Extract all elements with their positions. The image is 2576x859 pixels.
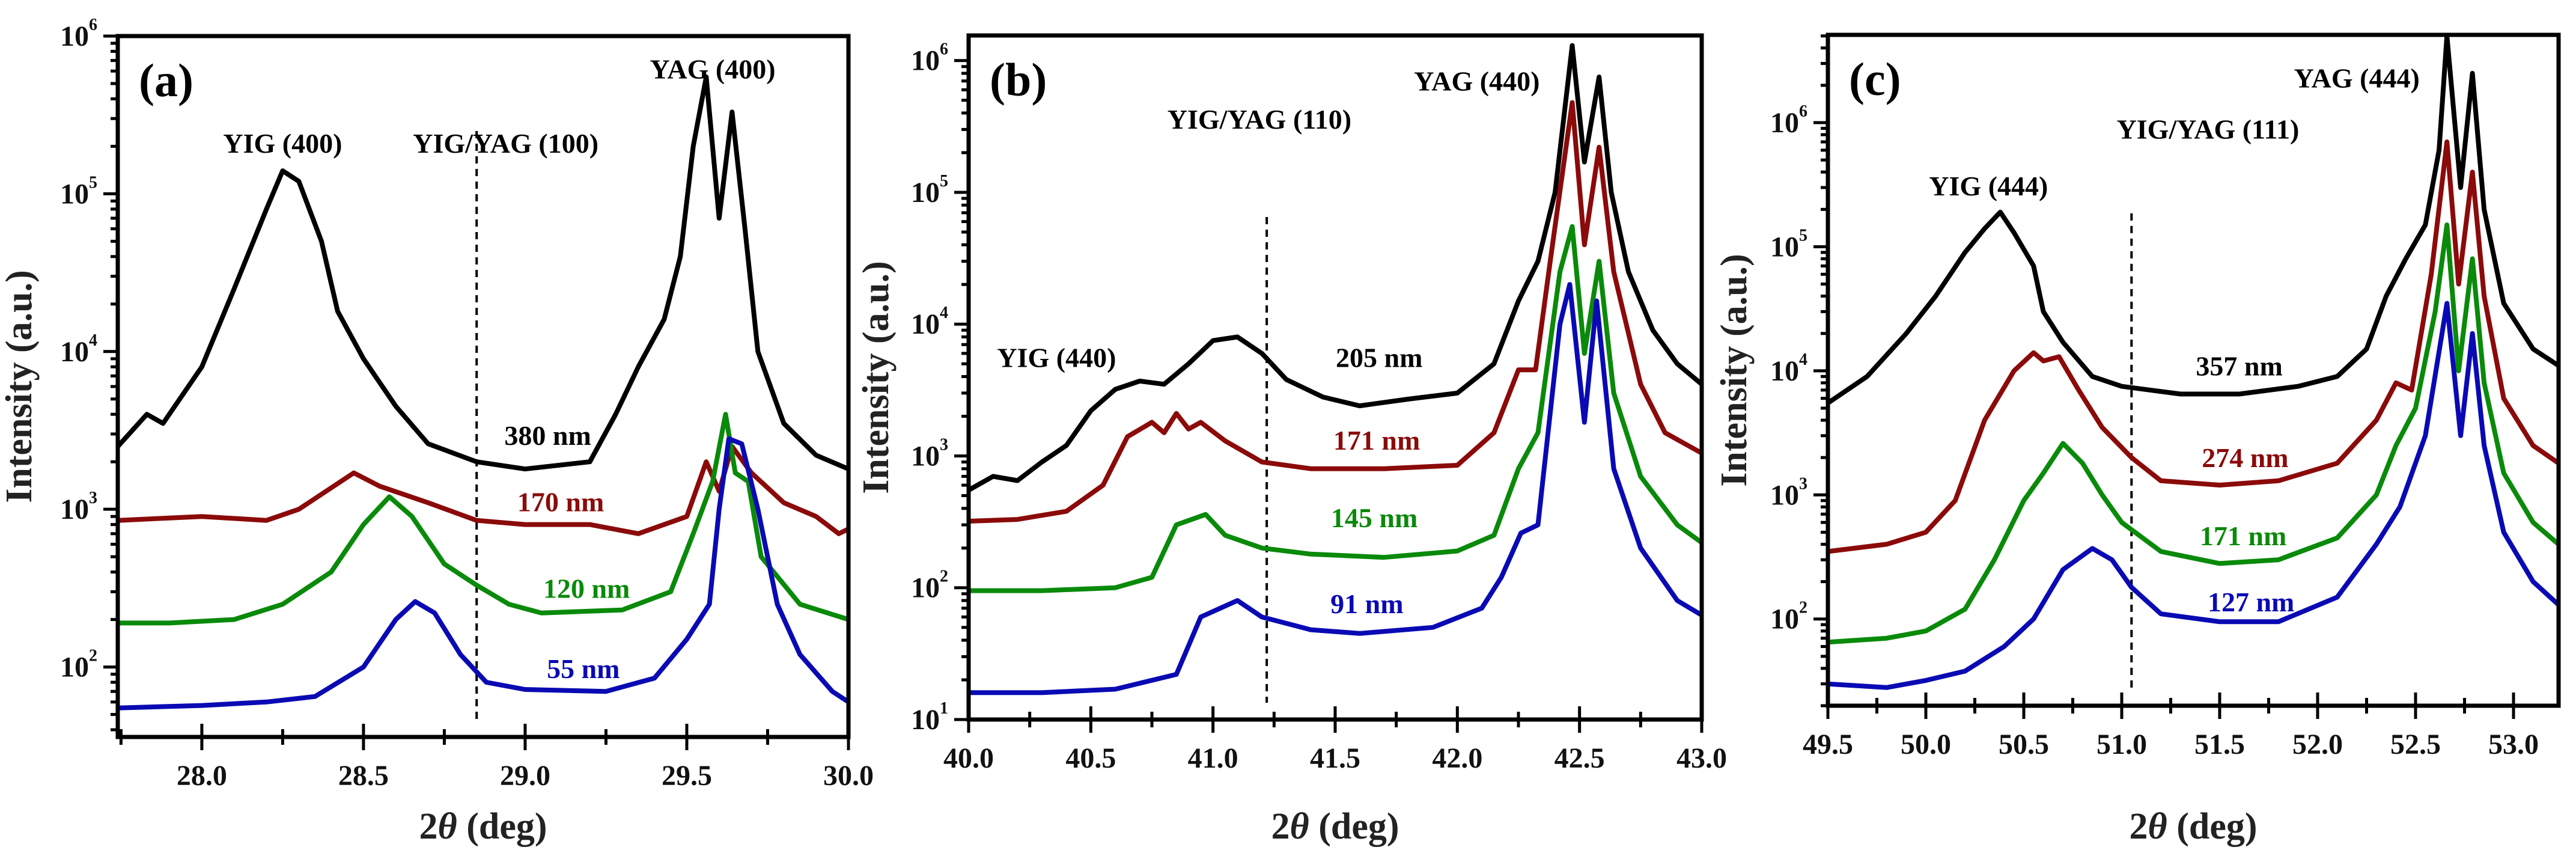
- y-axis-label: Intensity (a.u.): [0, 270, 40, 503]
- series-line-205-nm: [969, 43, 1702, 492]
- series-label: 91 nm: [1330, 588, 1403, 619]
- y-tick-label: 103: [911, 435, 948, 472]
- panel-letter: (b): [990, 53, 1047, 106]
- x-tick-label: 28.5: [338, 760, 389, 792]
- x-tick-label: 43.0: [1676, 742, 1727, 774]
- y-axis-label: Intensity (a.u.): [856, 261, 897, 494]
- panel-b: 40.0 40.5 41.0 41.5 42.0 42.5 43.0 101 102 103 104…: [856, 33, 1727, 847]
- peak-annotation: YAG (440): [1414, 66, 1539, 97]
- series-line-91-nm: [969, 282, 1702, 695]
- series-label: 145 nm: [1331, 503, 1417, 533]
- x-tick-label: 30.0: [823, 760, 874, 792]
- x-tick-label: 51.5: [2194, 729, 2245, 760]
- x-axis-label-unit: (deg): [457, 806, 547, 847]
- x-tick-label: 40.0: [943, 742, 994, 774]
- x-tick-label: 29.0: [500, 760, 550, 792]
- x-tick-label: 51.0: [2096, 729, 2147, 760]
- y-tick-label: 106: [911, 40, 948, 77]
- y-tick-label: 104: [911, 304, 948, 340]
- x-tick-label: 28.0: [177, 760, 227, 792]
- y-tick-label: 104: [1770, 350, 1807, 387]
- y-axis-label: Intensity (a.u.): [1714, 254, 1755, 487]
- peak-annotation: YIG (440): [997, 342, 1116, 373]
- series-label: 127 nm: [2208, 587, 2294, 617]
- x-tick-label: 42.5: [1554, 742, 1605, 774]
- series-label: 171 nm: [1333, 425, 1420, 456]
- series-label: 205 nm: [1336, 342, 1422, 373]
- x-tick-label: 49.5: [1803, 729, 1853, 760]
- series-label: 170 nm: [517, 486, 604, 517]
- peak-annotation: YIG/YAG (100): [413, 128, 598, 159]
- peak-annotation: YAG (444): [2294, 63, 2420, 93]
- series-line-120-nm: [118, 412, 848, 626]
- x-axis-label-theta: θ: [438, 806, 457, 847]
- series-line-274-nm: [1828, 139, 2559, 554]
- panel-letter: (a): [139, 54, 193, 106]
- series-label: 120 nm: [543, 573, 630, 604]
- x-tick-label: 42.0: [1432, 742, 1482, 774]
- y-tick-label: 103: [60, 489, 97, 525]
- series-label: 171 nm: [2200, 521, 2286, 551]
- x-tick-label: 52.0: [2292, 729, 2343, 760]
- x-axis-label-unit: (deg): [1309, 806, 1399, 847]
- series-line-127-nm: [1828, 301, 2559, 690]
- y-tick-label: 104: [60, 331, 97, 368]
- plot-frame: [1825, 32, 2561, 708]
- y-tick-label: 105: [60, 173, 97, 210]
- x-tick-label: 41.5: [1310, 742, 1360, 774]
- x-axis-label: 2θ (deg): [2130, 806, 2258, 847]
- x-tick-label: 50.5: [1999, 729, 2049, 760]
- series-label: 380 nm: [504, 420, 591, 451]
- peak-annotation: YIG (444): [1929, 171, 2048, 201]
- y-tick-label: 103: [1770, 474, 1807, 511]
- x-tick-label: 53.0: [2488, 729, 2539, 760]
- y-tick-label: 102: [1770, 599, 1807, 635]
- x-tick-label: 41.0: [1188, 742, 1238, 774]
- y-tick-label: 105: [1770, 226, 1807, 263]
- series-line-357-nm: [1828, 35, 2559, 405]
- peak-annotation: YIG (400): [223, 128, 342, 159]
- x-axis-label-theta: θ: [1290, 806, 1309, 847]
- plot-frame: [966, 33, 1704, 722]
- y-tick-label: 106: [60, 16, 97, 52]
- series-group: [1828, 35, 2559, 690]
- y-tick-label: 102: [911, 567, 948, 604]
- x-axis-label: 2θ (deg): [419, 806, 547, 847]
- plot-frame: [115, 34, 851, 739]
- peak-annotation: YIG/YAG (111): [2117, 114, 2300, 145]
- series-line-55-nm: [118, 436, 848, 711]
- x-axis-label-prefix: 2: [2130, 806, 2148, 847]
- series-label: 55 nm: [547, 653, 620, 684]
- x-tick-label: 40.5: [1065, 742, 1116, 774]
- series-line-171-nm: [1828, 222, 2559, 645]
- x-tick-label: 50.0: [1901, 729, 1951, 760]
- x-axis-label-unit: (deg): [2167, 806, 2258, 847]
- y-tick-label: 105: [911, 172, 948, 209]
- y-tick-label: 102: [60, 647, 97, 683]
- y-tick-label: 106: [1770, 102, 1807, 139]
- peak-annotation: YAG (400): [650, 53, 775, 84]
- series-line-380-nm: [118, 75, 848, 472]
- x-axis-label-prefix: 2: [1271, 806, 1290, 847]
- series-group: [118, 75, 848, 711]
- x-axis-label-theta: θ: [2148, 806, 2167, 847]
- x-tick-label: 52.5: [2390, 729, 2441, 760]
- panel-letter: (c): [1849, 53, 1901, 105]
- series-line-171-nm: [969, 100, 1702, 524]
- panel-a: 28.0 28.5 29.0 29.5 30.0 102 103 104 105 106 380 n…: [0, 16, 874, 847]
- series-line-170-nm: [118, 444, 848, 536]
- series-label: 274 nm: [2202, 442, 2288, 473]
- series-line-145-nm: [969, 224, 1702, 593]
- series-label: 357 nm: [2196, 350, 2282, 381]
- x-axis-label: 2θ (deg): [1271, 806, 1399, 847]
- panel-c: 49.5 50.0 50.5 51.0 51.5 52.0 52.5 53.0 102 103 10…: [1714, 32, 2561, 847]
- peak-annotation: YIG/YAG (110): [1168, 104, 1351, 135]
- y-tick-label: 101: [911, 699, 948, 736]
- series-group: [969, 43, 1702, 695]
- x-tick-label: 29.5: [662, 760, 712, 792]
- x-axis-label-prefix: 2: [419, 806, 438, 847]
